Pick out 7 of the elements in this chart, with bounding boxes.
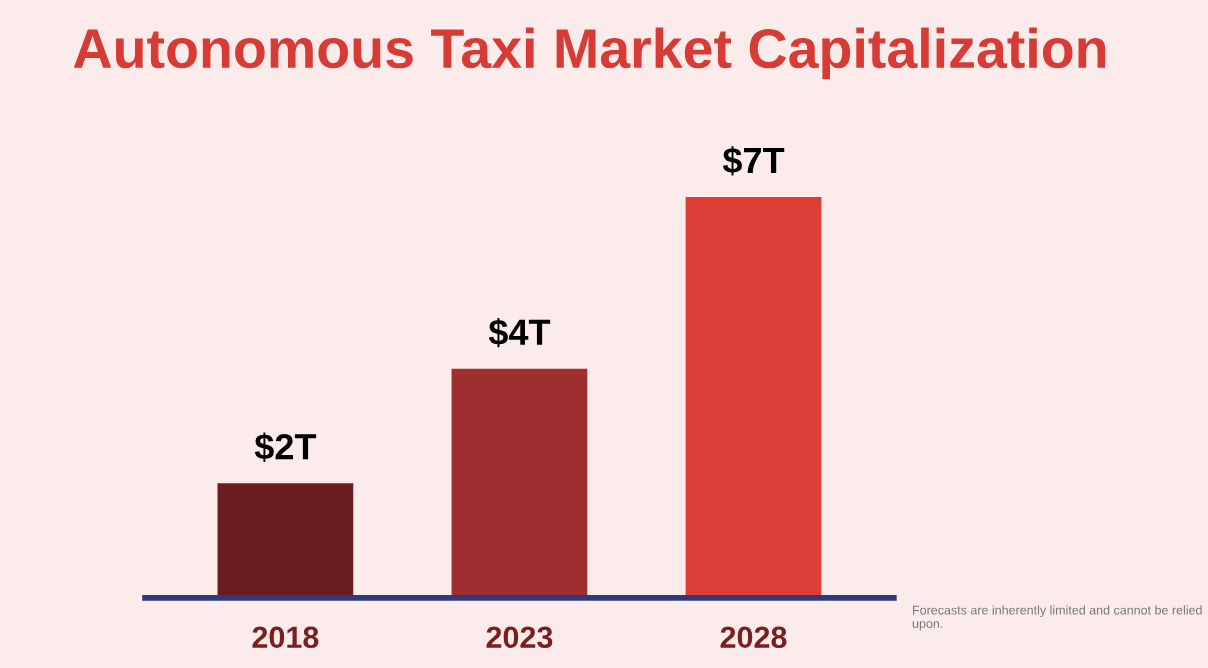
x-tick-label: 2023 bbox=[486, 626, 553, 649]
chart-title: Autonomous Taxi Market Capitalization bbox=[73, 27, 1106, 80]
data-label: $4T bbox=[488, 317, 551, 348]
x-tick-label: 2018 bbox=[252, 626, 319, 649]
data-label: $7T bbox=[722, 146, 785, 176]
data-label: $2T bbox=[254, 432, 317, 462]
x-tick-label: 2028 bbox=[720, 626, 787, 649]
